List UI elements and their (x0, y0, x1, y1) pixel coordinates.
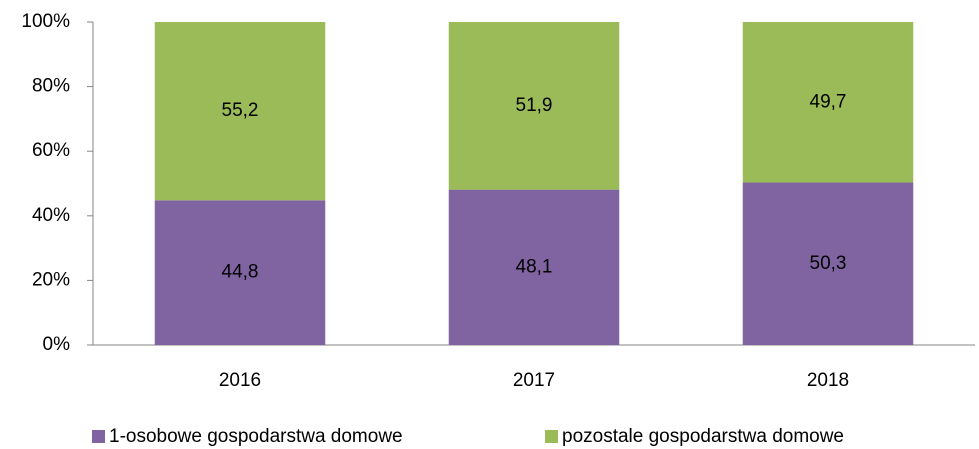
x-tick-label: 2018 (807, 370, 849, 391)
data-label: 55,2 (222, 100, 259, 121)
x-tick-label: 2016 (219, 370, 261, 391)
legend-label: 1-osobowe gospodarstwa domowe (109, 426, 403, 447)
y-tick-label: 60% (32, 140, 70, 161)
data-label: 51,9 (516, 95, 553, 116)
y-tick-label: 20% (32, 269, 70, 290)
data-label: 50,3 (810, 253, 847, 274)
bar-segment (154, 200, 326, 345)
y-tick-label: 100% (21, 11, 70, 32)
bar-segment (154, 22, 326, 201)
bar-segment (742, 22, 914, 183)
legend-swatch (545, 430, 558, 443)
legend-label: pozostale gospodarstwa domowe (562, 426, 844, 447)
y-tick-label: 40% (32, 205, 70, 226)
data-label: 44,8 (222, 262, 259, 283)
bar-segment (448, 22, 620, 190)
x-tick-label: 2017 (513, 370, 555, 391)
legend-swatch (92, 430, 105, 443)
bar-segment (448, 189, 620, 345)
data-label: 48,1 (516, 256, 553, 277)
bar-segment (742, 182, 914, 345)
y-tick-label: 0% (43, 334, 71, 355)
data-label: 49,7 (810, 91, 847, 112)
y-tick-label: 80% (32, 76, 70, 97)
